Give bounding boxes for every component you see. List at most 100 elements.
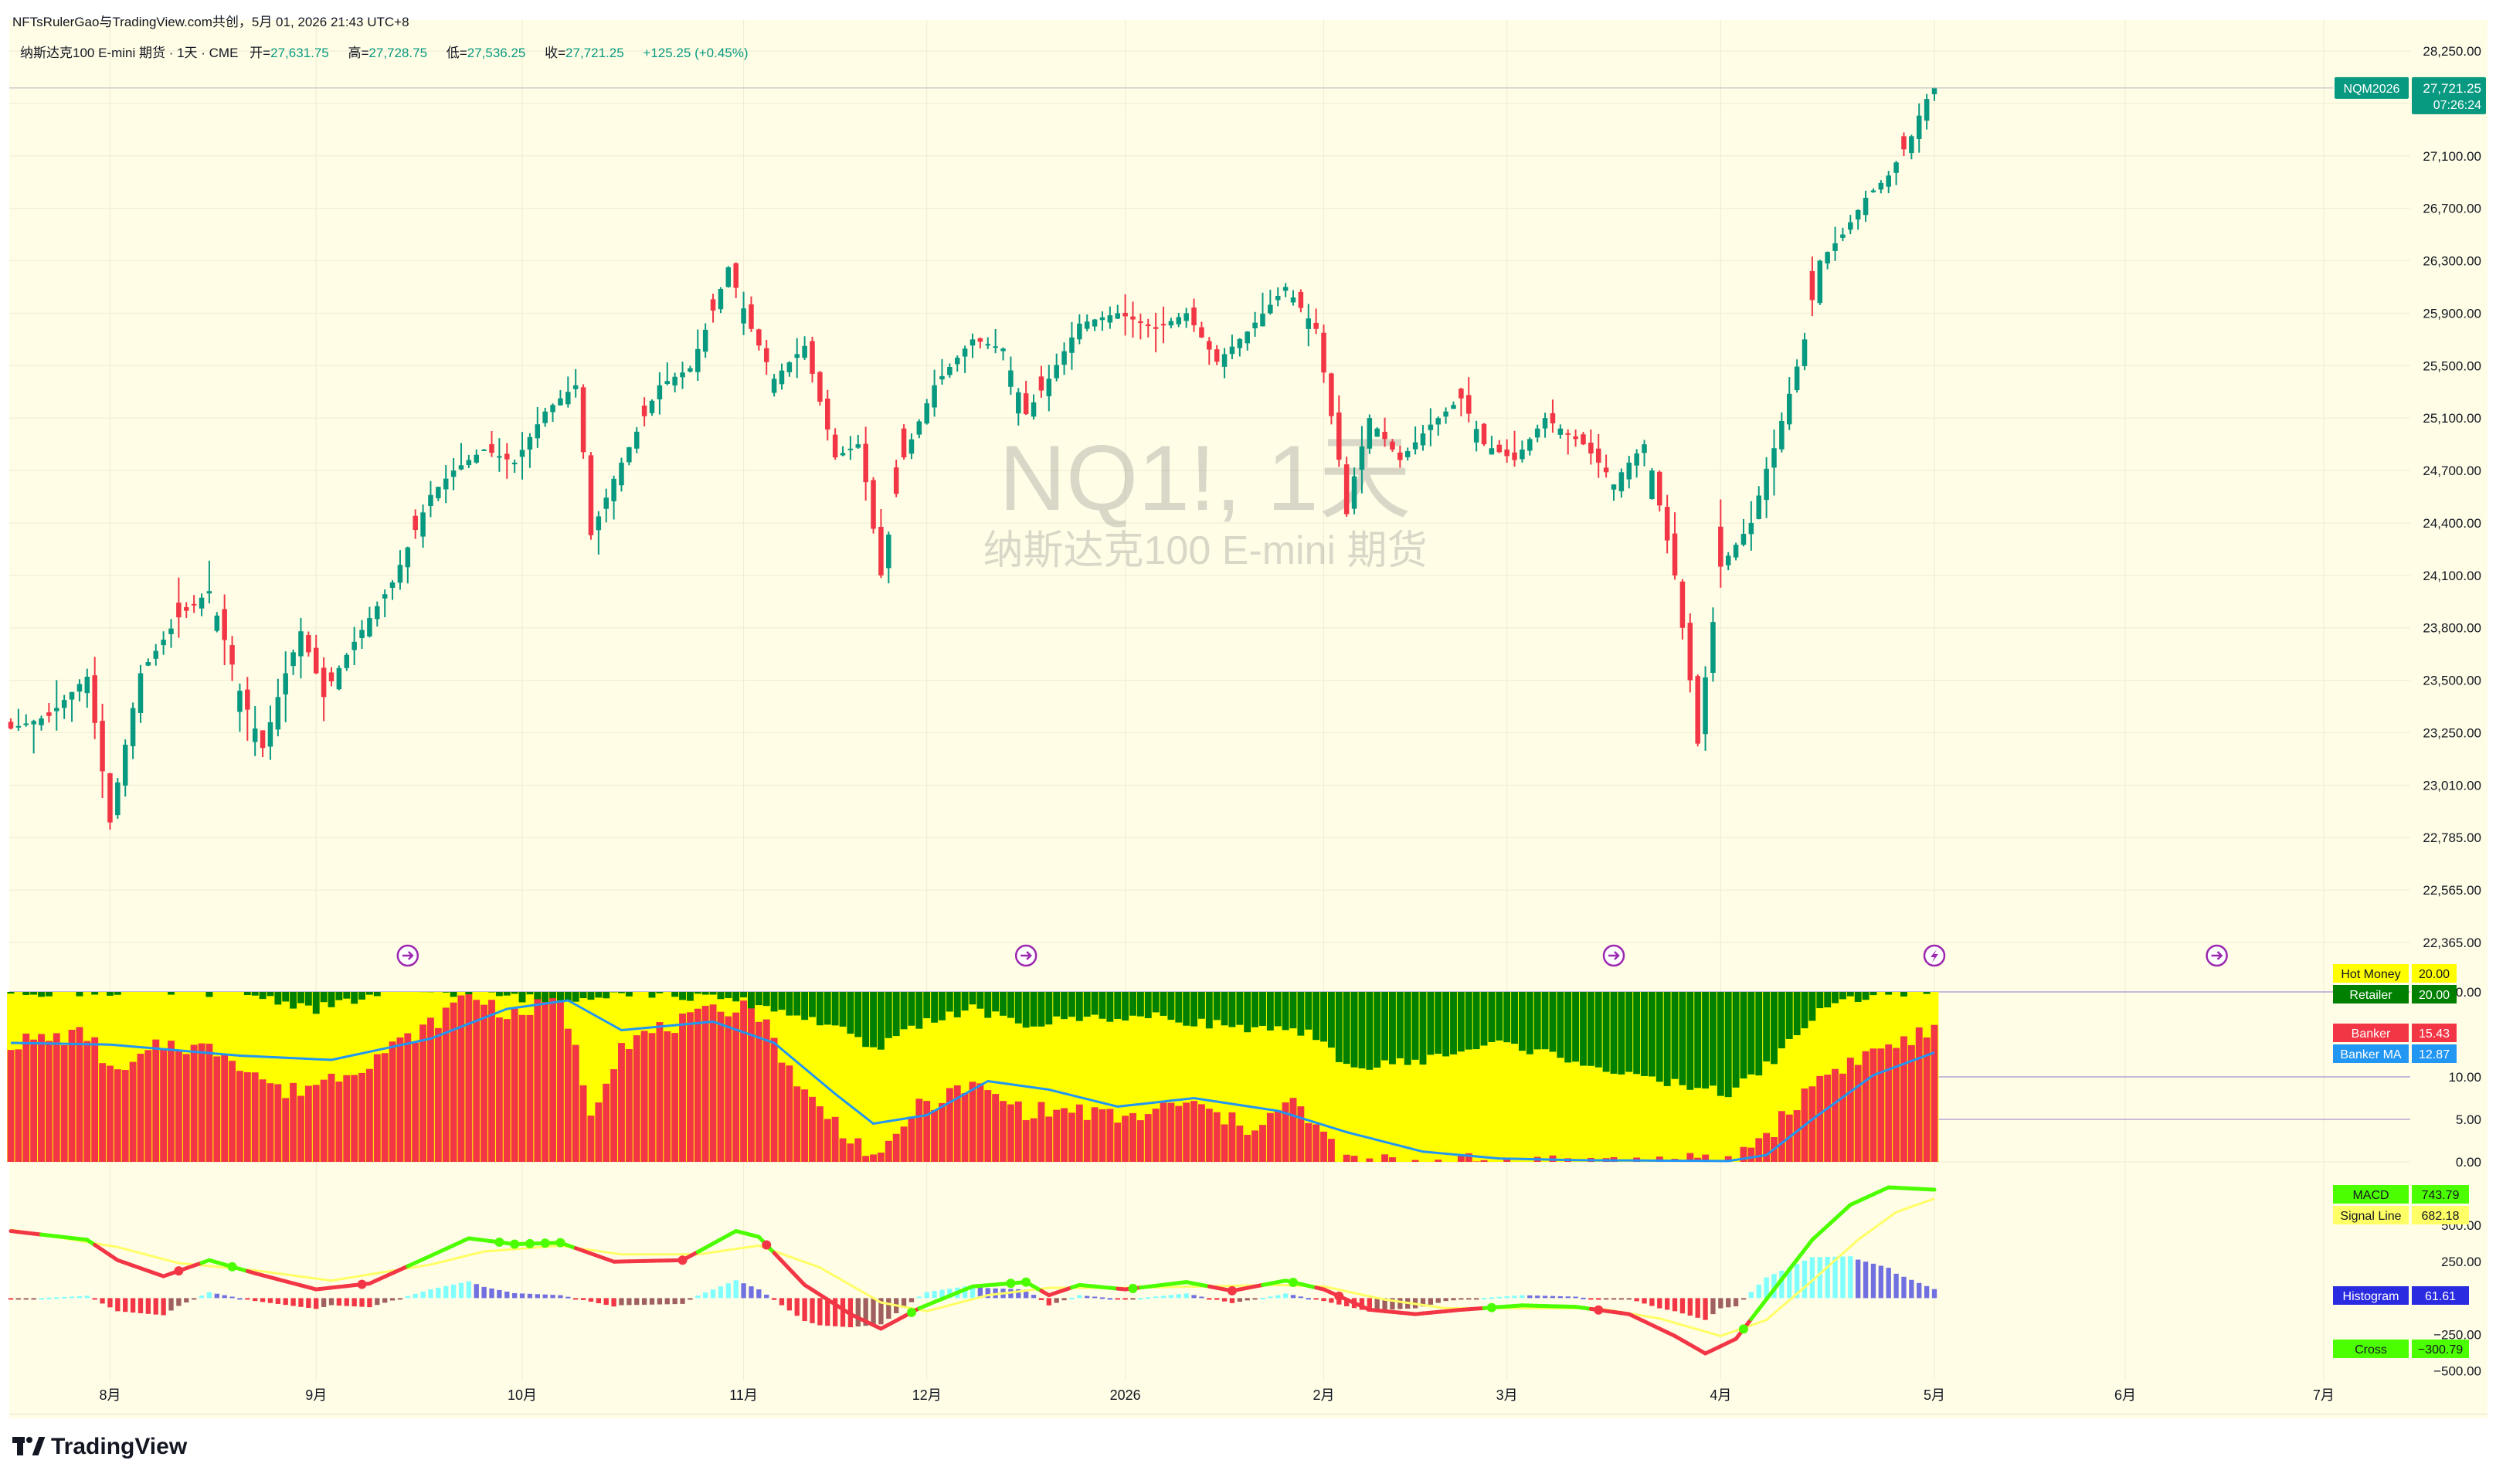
candle-body [367, 618, 372, 637]
banker-bar [229, 1061, 236, 1162]
histogram-bar [1581, 1298, 1585, 1299]
histogram-bar [695, 1296, 700, 1298]
time-tick-label: 7月 [2313, 1387, 2335, 1403]
candle-body [168, 629, 174, 634]
candle-body [1611, 484, 1617, 490]
banker-bar [1000, 1101, 1007, 1162]
histogram-bar [596, 1298, 601, 1303]
candle-body [1230, 347, 1235, 354]
candle [1657, 470, 1662, 511]
histogram-bar [1566, 1296, 1571, 1298]
candle-body [1405, 451, 1411, 457]
retailer-bar [1816, 992, 1823, 1008]
histogram-bar [1077, 1296, 1082, 1299]
price-tick-label: 24,700.00 [2423, 464, 2481, 478]
banker-bar [168, 1041, 175, 1162]
histogram-bar [1100, 1297, 1105, 1299]
banker-bar [992, 1094, 999, 1162]
candle-body [1909, 136, 1914, 153]
candle-body [535, 424, 541, 438]
candle [589, 452, 594, 540]
candle-body [1588, 443, 1594, 453]
time-tick-label: 4月 [1710, 1387, 1731, 1403]
candle-body [436, 487, 441, 498]
banker-bar [671, 1033, 678, 1162]
candle-body [787, 362, 793, 372]
banker-bar [465, 993, 472, 1162]
banker-bar [1251, 1130, 1258, 1162]
banker-bar [511, 1009, 518, 1162]
candle-body [1428, 425, 1434, 430]
banker-bar [1053, 1110, 1060, 1162]
histogram-bar [420, 1292, 425, 1298]
banker-bar [526, 1015, 533, 1162]
retailer-bar [1511, 992, 1518, 1044]
candle-body [802, 346, 807, 358]
histogram-bar [1329, 1298, 1333, 1302]
histogram-bar [406, 1296, 410, 1299]
retailer-bar [1084, 992, 1091, 1017]
candle-body [817, 372, 823, 402]
histogram-bar [1604, 1298, 1608, 1299]
retailer-bar [885, 992, 892, 1038]
time-tick-label: 5月 [1924, 1387, 1945, 1403]
banker-bar [1305, 1123, 1312, 1162]
macd-tick-label: −500.00 [2433, 1364, 2481, 1379]
arrow-event-icon [1016, 946, 1036, 966]
price-tick-label: 23,800.00 [2423, 621, 2481, 636]
candle-body [1153, 327, 1159, 328]
candle [581, 384, 586, 459]
instrument-name[interactable]: 纳斯达克100 E-mini 期货 · 1天 · CME [20, 46, 238, 60]
retailer-bar [1679, 992, 1686, 1085]
candle-body [1016, 392, 1021, 413]
banker-bar [1145, 1114, 1152, 1162]
candle-body [619, 463, 624, 485]
candle-body [1122, 313, 1128, 317]
banker-bar [1007, 1105, 1014, 1162]
candle-body [1710, 622, 1716, 673]
candle-body [1283, 287, 1289, 290]
candle-body [260, 730, 266, 748]
banker-bar [1320, 1132, 1327, 1162]
candle-body [581, 387, 586, 452]
candle-body [1421, 433, 1426, 445]
histogram-bar [46, 1298, 51, 1299]
label-value: 20.00 [2419, 989, 2450, 1002]
histogram-bar [886, 1298, 891, 1319]
banker-bar [1190, 1101, 1197, 1162]
candle [1344, 457, 1350, 517]
histogram-bar [428, 1289, 433, 1298]
low-label: 低 [447, 46, 460, 60]
banker-bar [870, 1154, 877, 1162]
banker-bar [1481, 1160, 1488, 1162]
retailer-bar [732, 992, 739, 1001]
tradingview-logo[interactable]: TradingView [12, 1434, 187, 1460]
retailer-bar [603, 992, 610, 998]
candle-body [871, 480, 876, 528]
retailer-bar [1686, 992, 1693, 1090]
retailer-bar [1649, 992, 1656, 1076]
cross-dot [1021, 1278, 1031, 1287]
banker-bar [1778, 1111, 1785, 1162]
banker-bar [1847, 1058, 1854, 1162]
close-label: 收 [545, 46, 558, 60]
banker-bar [901, 1126, 908, 1162]
histogram-bar [359, 1298, 364, 1306]
banker-bar [962, 1093, 969, 1162]
candle-body [467, 460, 472, 465]
retailer-bar [1183, 992, 1190, 1026]
histogram-bar [375, 1298, 379, 1305]
histogram-bar [1634, 1298, 1639, 1301]
histogram-bar [443, 1286, 448, 1299]
candle-body [565, 392, 571, 404]
label-value: 61.61 [2425, 1290, 2456, 1303]
histogram-bar [657, 1298, 662, 1304]
histogram-bar [1153, 1296, 1158, 1298]
label-name: Banker [2352, 1027, 2391, 1041]
banker-bar [1221, 1125, 1228, 1162]
retailer-bar [328, 992, 335, 1007]
banker-bar [1076, 1105, 1083, 1162]
candle-body [207, 591, 212, 593]
